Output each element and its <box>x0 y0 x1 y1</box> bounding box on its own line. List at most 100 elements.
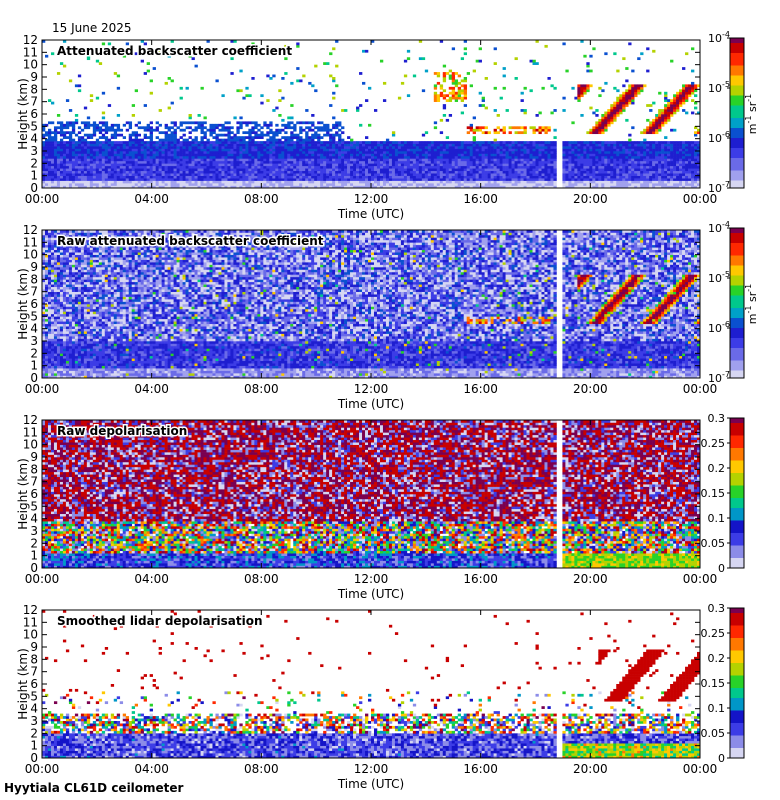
heatmap-cell <box>466 141 470 144</box>
heatmap-cell <box>296 121 300 125</box>
heatmap-cell <box>505 168 509 172</box>
heatmap-cell <box>263 183 267 186</box>
heatmap-cell <box>98 168 103 172</box>
heatmap-cell <box>625 94 629 98</box>
heatmap-cell <box>173 143 177 147</box>
heatmap-cell <box>616 104 620 107</box>
heatmap-cell <box>101 116 106 120</box>
heatmap-cell <box>233 141 237 144</box>
heatmap-cell <box>409 180 414 184</box>
heatmap-cell <box>460 165 465 169</box>
heatmap-cell <box>484 106 488 110</box>
heatmap-cell <box>544 158 548 162</box>
heatmap-cell <box>167 153 171 157</box>
heatmap-cell <box>272 160 276 164</box>
heatmap-cell <box>397 173 402 176</box>
heatmap-cell <box>335 126 339 130</box>
heatmap-cell <box>185 141 189 144</box>
heatmap-cell <box>460 180 465 184</box>
heatmap-cell <box>308 158 312 162</box>
heatmap-cell <box>257 173 261 176</box>
heatmap-cell <box>607 148 611 152</box>
heatmap-cell <box>439 141 444 144</box>
heatmap-cell <box>586 160 590 164</box>
heatmap-cell <box>631 183 635 186</box>
heatmap-cell <box>218 133 222 137</box>
heatmap-cell <box>86 146 91 149</box>
heatmap-cell <box>170 138 174 142</box>
heatmap-cell <box>613 143 617 147</box>
heatmap-cell <box>128 133 133 137</box>
heatmap-cell <box>520 99 524 102</box>
heatmap-cell <box>439 158 444 162</box>
heatmap-cell <box>149 121 153 125</box>
heatmap-cell <box>281 163 285 167</box>
heatmap-cell <box>257 185 261 189</box>
heatmap-cell <box>188 175 192 179</box>
heatmap-cell <box>110 163 115 167</box>
heatmap-cell <box>484 175 488 179</box>
heatmap-cell <box>125 160 130 164</box>
heatmap-cell <box>251 163 255 167</box>
heatmap-cell <box>418 158 423 162</box>
heatmap-cell <box>427 175 432 179</box>
heatmap-cell <box>68 165 73 169</box>
heatmap-cell <box>128 158 133 162</box>
heatmap-cell <box>409 183 414 186</box>
heatmap-cell <box>589 165 593 169</box>
heatmap-cell <box>74 168 79 172</box>
heatmap-cell <box>547 146 551 149</box>
heatmap-cell <box>514 146 518 149</box>
heatmap-cell <box>523 86 527 90</box>
heatmap-cell <box>362 183 366 186</box>
heatmap-cell <box>80 173 85 176</box>
heatmap-cell <box>505 155 509 159</box>
heatmap-cell <box>613 175 617 179</box>
heatmap-cell <box>643 128 647 132</box>
heatmap-cell <box>406 148 411 152</box>
heatmap-cell <box>649 126 653 130</box>
heatmap-cell <box>356 109 360 112</box>
heatmap-cell <box>44 138 49 142</box>
heatmap-cell <box>526 155 530 159</box>
heatmap-cell <box>613 141 617 144</box>
heatmap-cell <box>284 178 288 181</box>
heatmap-cell <box>637 178 641 181</box>
heatmap-cell <box>131 114 136 117</box>
heatmap-cell <box>362 81 366 85</box>
heatmap-cell <box>335 151 339 154</box>
heatmap-cell <box>409 175 414 179</box>
heatmap-cell <box>119 143 124 147</box>
heatmap-cell <box>212 163 216 167</box>
heatmap-cell <box>499 151 503 154</box>
heatmap-cell <box>251 121 255 125</box>
heatmap-cell <box>110 165 115 169</box>
heatmap-cell <box>574 160 578 164</box>
heatmap-cell <box>487 131 491 135</box>
heatmap-cell <box>625 91 629 95</box>
heatmap-cell <box>649 168 653 172</box>
heatmap-cell <box>353 170 357 174</box>
heatmap-cell <box>239 158 243 162</box>
heatmap-cell <box>535 160 539 164</box>
heatmap-cell <box>302 185 306 189</box>
heatmap-cell <box>128 155 133 159</box>
heatmap-cell <box>230 72 234 75</box>
heatmap-cell <box>62 185 67 189</box>
heatmap-cell <box>406 178 411 181</box>
heatmap-cell <box>350 160 354 164</box>
heatmap-cell <box>80 146 85 149</box>
heatmap-cell <box>101 178 106 181</box>
heatmap-cell <box>260 153 264 157</box>
heatmap-cell <box>362 168 366 172</box>
heatmap-cell <box>350 138 354 142</box>
heatmap-cell <box>652 123 656 127</box>
heatmap-cell <box>206 158 210 162</box>
heatmap-cell <box>610 173 614 176</box>
heatmap-cell <box>251 146 255 149</box>
heatmap-cell <box>236 170 240 174</box>
heatmap-cell <box>394 183 399 186</box>
heatmap-cell <box>128 153 133 157</box>
heatmap-cell <box>101 185 106 189</box>
heatmap-cell <box>655 165 659 169</box>
